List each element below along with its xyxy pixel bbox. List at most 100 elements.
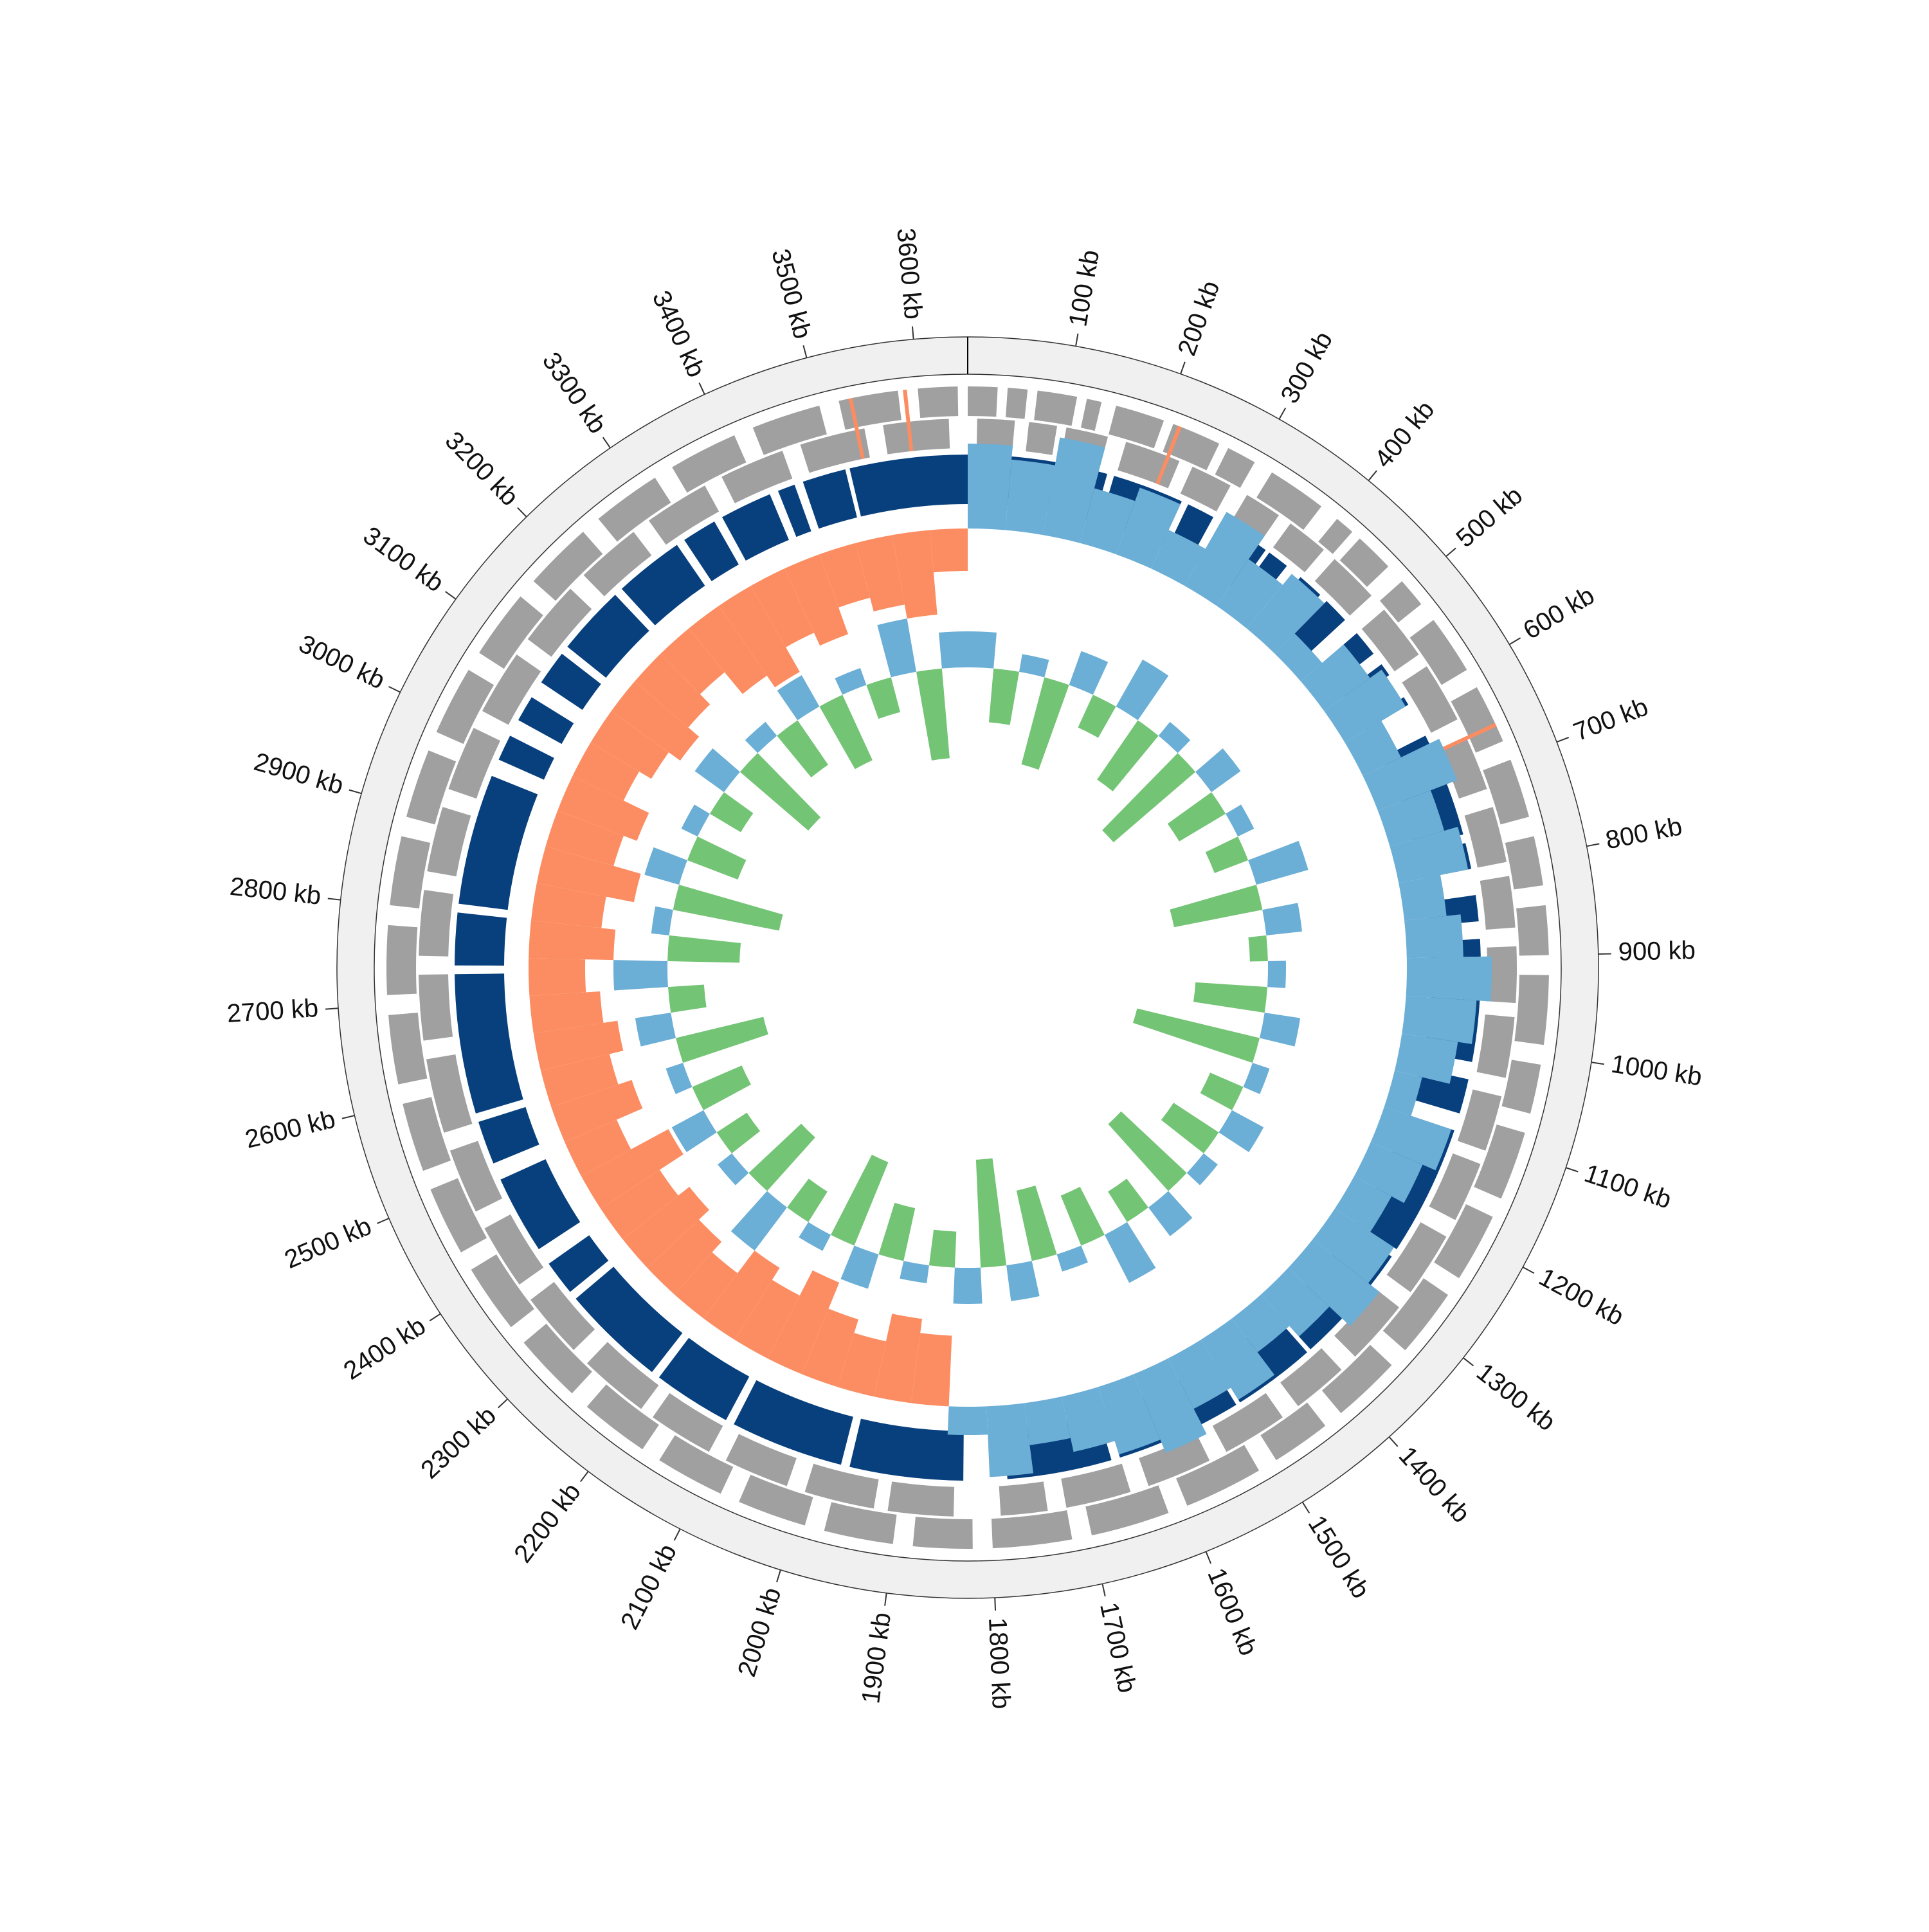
feature: [918, 386, 958, 418]
window-bar: [672, 1110, 717, 1152]
tick-label: 2000 kb: [732, 1584, 786, 1680]
window-bar: [668, 985, 707, 1013]
window-bar: [1159, 722, 1190, 753]
feature: [386, 925, 417, 995]
tick-label: 500 kb: [1451, 481, 1528, 553]
window-bar: [613, 960, 668, 990]
window-bar: [1262, 903, 1302, 935]
window-bar: [1148, 1191, 1192, 1236]
window-bar: [948, 1406, 988, 1435]
tick-label: 600 kb: [1519, 581, 1600, 645]
feature: [1516, 905, 1549, 956]
feature: [739, 1475, 813, 1526]
window-bar: [1017, 1186, 1057, 1261]
window-bar: [1267, 961, 1286, 988]
window-bar: [1248, 841, 1308, 885]
feature: [1318, 519, 1352, 554]
window-bar: [1170, 885, 1262, 927]
tick-label: 1400 kb: [1393, 1441, 1476, 1528]
tick-label: 800 kb: [1603, 812, 1684, 854]
tick-label: 1100 kb: [1581, 1159, 1675, 1214]
window-bar: [1260, 1013, 1300, 1047]
tick-label: 3600 kb: [891, 227, 927, 321]
window-bar: [651, 907, 673, 935]
window-bar: [968, 444, 1013, 530]
window-bar: [1069, 651, 1109, 695]
window-bar: [718, 1153, 748, 1186]
tick-label: 200 kb: [1173, 277, 1226, 359]
tick-label: 100 kb: [1064, 248, 1105, 329]
tick-label: 1600 kb: [1202, 1564, 1263, 1659]
tick-label: 2400 kb: [339, 1312, 431, 1386]
tick-label: 1000 kb: [1609, 1050, 1704, 1092]
window-bar: [1206, 836, 1248, 873]
feature: [1362, 609, 1419, 671]
tick-label: 3200 kb: [440, 426, 524, 512]
feature: [913, 1517, 973, 1549]
feature: [419, 890, 453, 956]
tick-label: 2700 kb: [226, 994, 319, 1028]
window-bar: [1116, 660, 1169, 720]
window-bar: [777, 675, 820, 720]
tick-mark: [349, 790, 361, 794]
window-bar: [676, 1017, 768, 1063]
feature: [999, 1481, 1048, 1515]
feature: [1034, 391, 1077, 426]
window-bar: [930, 528, 968, 572]
tick-label: 1200 kb: [1534, 1263, 1628, 1331]
window-bar: [635, 1013, 676, 1047]
tick-mark: [1446, 548, 1456, 556]
window-bar: [877, 618, 916, 677]
feature: [1026, 422, 1057, 455]
feature: [887, 1481, 954, 1516]
tick-mark: [1102, 1584, 1105, 1596]
feature: [455, 912, 507, 966]
tick-mark: [581, 1472, 588, 1482]
tick-label: 3000 kb: [294, 629, 389, 695]
window-bar: [1057, 1245, 1088, 1271]
tick-label: 2600 kb: [242, 1105, 338, 1154]
feature: [478, 1107, 539, 1164]
window-bar: [695, 748, 740, 792]
tick-mark: [885, 1593, 887, 1606]
window-bar: [929, 1230, 956, 1268]
tick-mark: [1389, 1437, 1397, 1447]
window-bar: [667, 935, 741, 963]
window-bar: [1193, 982, 1267, 1013]
tick-mark: [1509, 638, 1520, 644]
window-bar: [1078, 695, 1116, 738]
window-bar: [1399, 875, 1446, 921]
tick-label: 1900 kb: [856, 1611, 896, 1705]
feature: [1109, 406, 1164, 448]
window-bar: [1108, 1178, 1148, 1222]
tick-mark: [675, 1529, 680, 1540]
window-bar: [819, 695, 872, 770]
feature: [1514, 975, 1549, 1045]
tick-mark: [328, 899, 341, 900]
tick-label: 700 kb: [1570, 692, 1652, 746]
tick-label: 300 kb: [1275, 327, 1338, 408]
feature: [455, 973, 523, 1114]
window-bar: [1097, 720, 1159, 791]
feature: [803, 469, 857, 528]
window-bar: [666, 1063, 693, 1094]
feature: [518, 697, 574, 744]
tick-mark: [430, 1314, 440, 1321]
window-bar: [835, 668, 866, 695]
tick-mark: [1181, 362, 1185, 374]
feature: [883, 419, 950, 455]
tick-label: 2500 kb: [280, 1212, 376, 1274]
window-bar: [682, 804, 710, 836]
window-bar: [900, 1261, 929, 1283]
tick-mark: [325, 1008, 338, 1009]
tick-label: 3100 kb: [358, 521, 449, 598]
window-bar: [831, 1155, 888, 1245]
window-bar: [687, 836, 747, 880]
feature: [1081, 399, 1101, 431]
tick-label: 900 kb: [1618, 936, 1696, 966]
window-bar: [1061, 1187, 1105, 1246]
tick-label: 2900 kb: [251, 748, 347, 800]
window-bar: [1019, 654, 1049, 677]
window-bar: [953, 1268, 982, 1304]
